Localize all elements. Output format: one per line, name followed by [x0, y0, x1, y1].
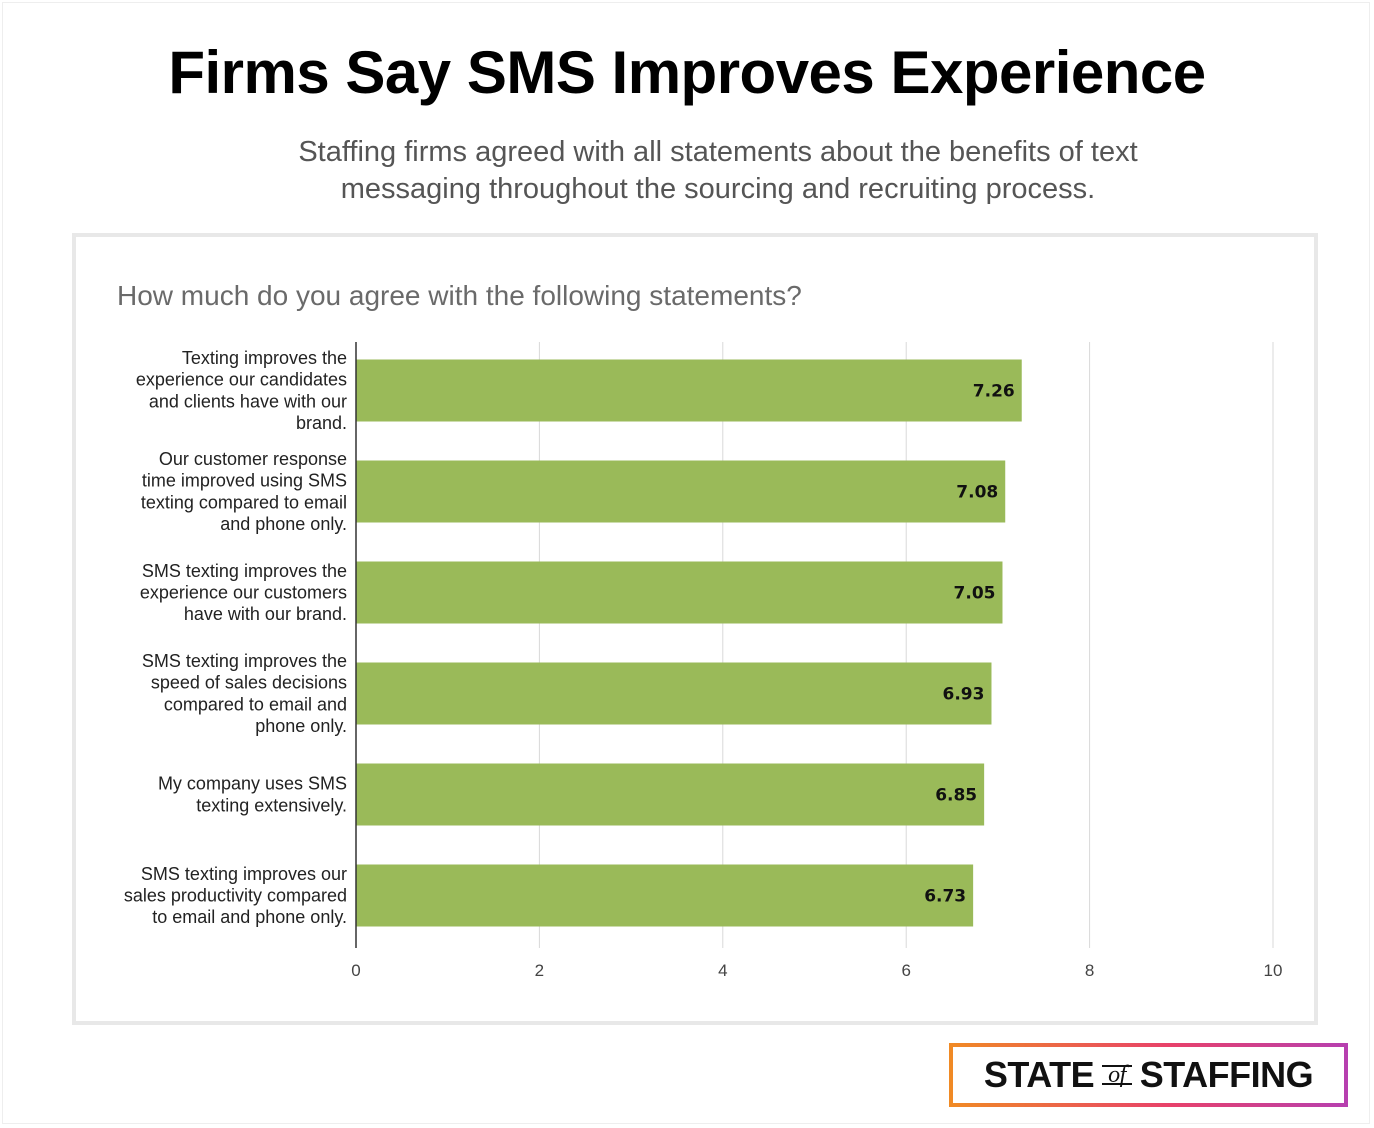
- state-of-staffing-logo: STATE of STAFFING: [949, 1043, 1348, 1107]
- page-subtitle: Staffing firms agreed with all statement…: [298, 136, 1138, 205]
- logo-text-state: STATE: [983, 1054, 1095, 1095]
- logo-text-of: of: [1102, 1063, 1132, 1087]
- page-title: Firms Say SMS Improves Experience: [168, 39, 1206, 106]
- chart-panel: [72, 233, 1318, 1025]
- logo-text-staffing: STAFFING: [1139, 1054, 1314, 1095]
- chart-title: How much do you agree with the following…: [117, 280, 802, 311]
